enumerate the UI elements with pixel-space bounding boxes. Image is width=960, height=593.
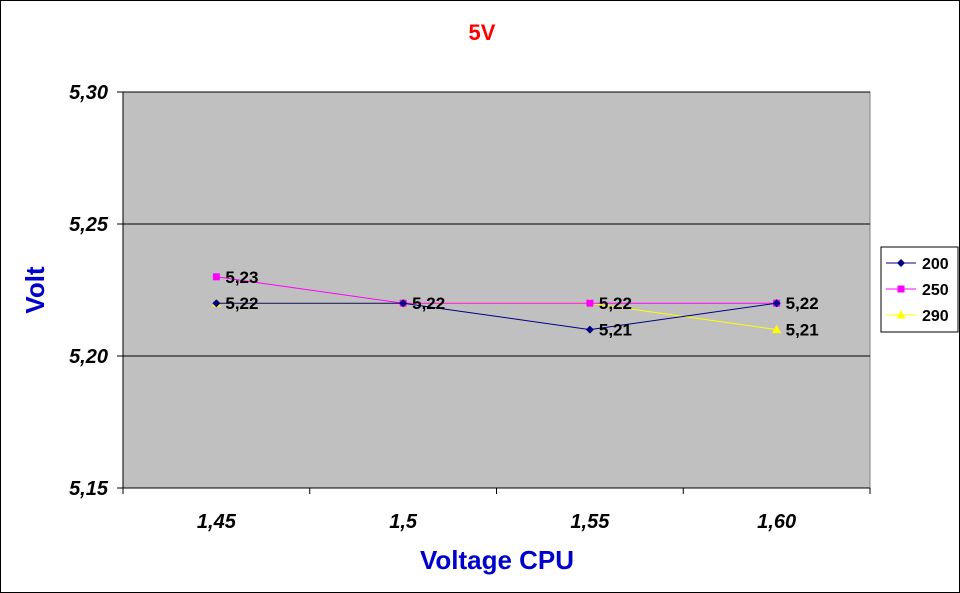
chart-title: 5V (469, 20, 496, 45)
data-label: 5,22 (786, 294, 819, 313)
data-label: 5,22 (599, 294, 632, 313)
data-point-250 (212, 273, 220, 281)
data-point-200 (399, 299, 408, 308)
data-point-200 (772, 299, 781, 308)
x-axis-title: Voltage CPU (420, 545, 574, 575)
legend-label-250: 250 (922, 282, 949, 299)
y-axis-title: Volt (20, 266, 50, 314)
x-tick-label: 1,45 (197, 511, 237, 533)
data-point-200 (212, 299, 221, 308)
legend-label-290: 290 (922, 308, 949, 325)
y-tick-label: 5,30 (69, 82, 108, 104)
x-tick-label: 1,55 (570, 511, 610, 533)
axes: 5,15 5,20 5,25 5,30 1,45 1,5 1,55 1,60 (69, 82, 871, 533)
gridlines (123, 91, 870, 357)
y-tick-label: 5,15 (69, 478, 109, 500)
data-label: 5,22 (412, 294, 445, 313)
x-tick-label: 1,60 (757, 511, 796, 533)
y-tick-label: 5,25 (69, 214, 109, 236)
x-tick-label: 1,5 (389, 511, 418, 533)
data-point-250 (586, 299, 594, 307)
series-layer (211, 273, 782, 334)
data-label: 5,22 (225, 294, 258, 313)
legend: 200 250 290 (880, 246, 959, 333)
data-label: 5,21 (786, 321, 819, 340)
series-line-200 (216, 302, 777, 331)
plot-area (122, 91, 871, 489)
data-point-200 (585, 325, 594, 334)
data-labels: 5,23 5,22 5,22 5,22 5,21 5,22 5,21 (225, 268, 818, 340)
data-point-290 (772, 324, 782, 334)
legend-label-200: 200 (922, 256, 949, 273)
data-label: 5,21 (599, 321, 632, 340)
data-label: 5,23 (225, 268, 258, 287)
legend-marker-290 (896, 310, 906, 319)
y-tick-label: 5,20 (69, 346, 108, 368)
legend-marker-250 (897, 285, 905, 293)
series-line-250 (216, 276, 777, 304)
legend-marker-200 (897, 259, 905, 267)
